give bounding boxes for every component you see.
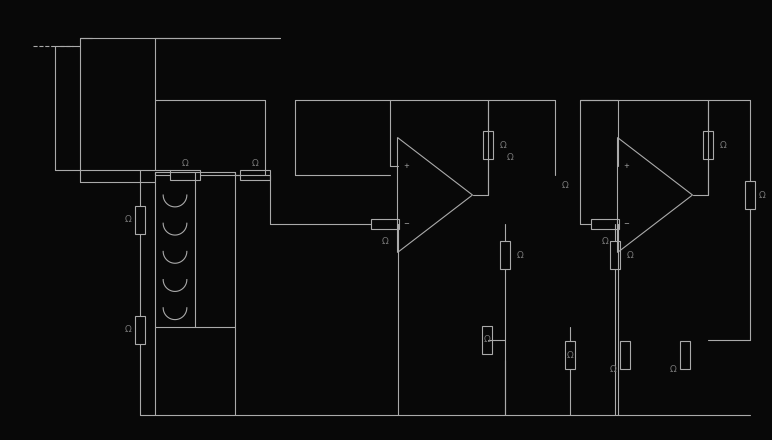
- Text: Ω: Ω: [181, 158, 188, 168]
- Bar: [745, 181, 755, 209]
- Text: Ω: Ω: [759, 191, 765, 199]
- Text: Ω: Ω: [124, 326, 131, 334]
- Text: Ω: Ω: [252, 158, 259, 168]
- Text: Ω: Ω: [381, 237, 388, 246]
- Bar: [620, 341, 630, 369]
- Bar: [240, 170, 270, 180]
- Bar: [500, 241, 510, 269]
- Bar: [591, 219, 619, 229]
- Text: Ω: Ω: [483, 335, 490, 345]
- Bar: [155, 172, 235, 327]
- Bar: [170, 170, 200, 180]
- Bar: [482, 326, 492, 354]
- Bar: [703, 131, 713, 159]
- Bar: [135, 206, 145, 234]
- Bar: [371, 219, 399, 229]
- Bar: [680, 341, 690, 369]
- Text: Ω: Ω: [561, 180, 568, 190]
- Bar: [135, 316, 145, 344]
- Text: +: +: [404, 163, 409, 169]
- Bar: [565, 341, 575, 369]
- Bar: [610, 241, 620, 269]
- Text: Ω: Ω: [506, 154, 513, 162]
- Text: Ω: Ω: [567, 351, 574, 359]
- Bar: [482, 131, 493, 159]
- Text: Ω: Ω: [500, 140, 507, 150]
- Text: Ω: Ω: [124, 216, 131, 224]
- Text: +: +: [624, 163, 629, 169]
- Text: Ω: Ω: [627, 250, 633, 260]
- Text: −: −: [624, 221, 629, 227]
- Text: Ω: Ω: [669, 366, 676, 374]
- Text: Ω: Ω: [720, 140, 727, 150]
- Text: Ω: Ω: [610, 366, 616, 374]
- Text: Ω: Ω: [516, 250, 523, 260]
- Text: −: −: [404, 221, 409, 227]
- Text: Ω: Ω: [601, 237, 608, 246]
